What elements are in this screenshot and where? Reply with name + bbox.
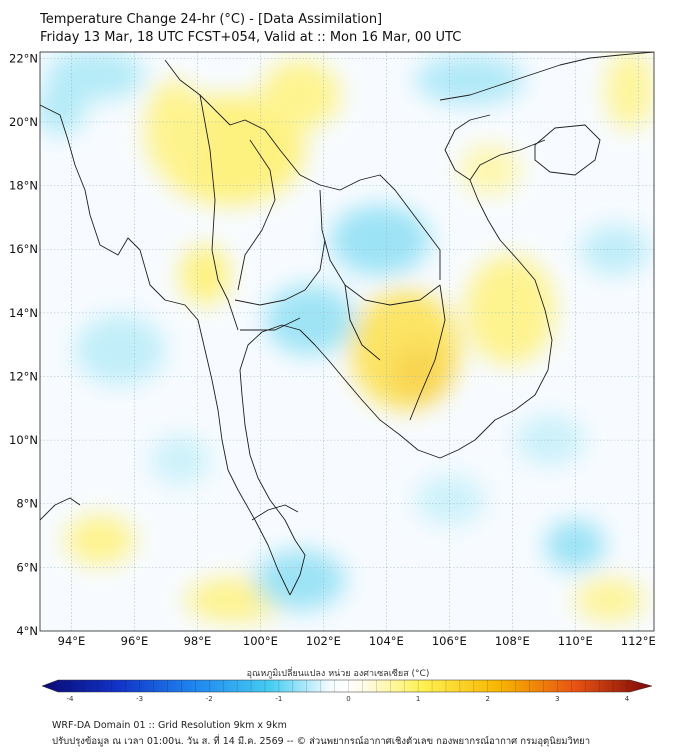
lat-tick-label: 16°N [9,242,38,256]
lat-tick-label: 22°N [9,51,38,65]
lat-tick-label: 8°N [16,497,38,511]
latitude-labels: 22°N 20°N 18°N 16°N 14°N 12°N 10°N 8°N 6°N 4°N [9,51,38,638]
colorbar-gradient [41,679,653,693]
lon-tick-label: 106°E [432,634,467,648]
lon-tick-label: 102°E [306,634,341,648]
colorbar: -4 -3 -2 -1 0 1 2 3 4 [41,679,653,703]
colorbar-label: อุณหภูมิเปลี่ยนแปลง หน่วย องศาเซลเซียส (… [246,669,430,679]
map-title: Temperature Change 24-hr (°C) - [Data As… [40,12,383,27]
colorbar-tick-label: -1 [275,695,282,703]
colorbar-tick-label: -4 [67,695,75,703]
lon-tick-label: 94°E [58,634,86,648]
footer-credit: ปรับปรุงข้อมูล ณ เวลา 01:00น. วัน ส. ที่… [52,736,591,747]
colorbar-tick-label: -3 [136,695,143,703]
lon-tick-label: 110°E [558,634,593,648]
lat-tick-label: 4°N [16,624,38,638]
lat-tick-label: 20°N [9,115,38,129]
lat-tick-label: 12°N [9,369,38,383]
colorbar-tick-label: 3 [555,695,559,703]
lon-tick-label: 108°E [495,634,530,648]
colorbar-tick-label: 1 [416,695,420,703]
colorbar-tick-label: 4 [625,695,630,703]
temperature-field [40,52,654,631]
lon-tick-label: 100°E [243,634,278,648]
lat-tick-label: 10°N [9,433,38,447]
colorbar-tick-label: -2 [206,695,213,703]
colorbar-tick-label: 2 [486,695,490,703]
lat-tick-label: 6°N [16,560,38,574]
colorbar-segments [69,680,628,692]
lon-tick-label: 96°E [121,634,149,648]
lat-tick-label: 18°N [9,179,38,193]
map-frame [39,51,655,632]
colorbar-tick-labels: -4 -3 -2 -1 0 1 2 3 4 [67,695,630,703]
lat-tick-label: 14°N [9,306,38,320]
footer-model-info: WRF-DA Domain 01 :: Grid Resolution 9km … [52,720,287,731]
map-subtitle: Friday 13 Mar, 18 UTC FCST+054, Valid at… [40,30,462,45]
lon-tick-label: 104°E [369,634,404,648]
graticule [40,52,654,631]
longitude-labels: 94°E 96°E 98°E 100°E 102°E 104°E 106°E 108°E 110… [58,634,656,648]
colorbar-tick-label: 0 [346,695,350,703]
lon-tick-label: 98°E [184,634,212,648]
lon-tick-label: 112°E [621,634,656,648]
coastlines-and-borders [40,52,654,596]
